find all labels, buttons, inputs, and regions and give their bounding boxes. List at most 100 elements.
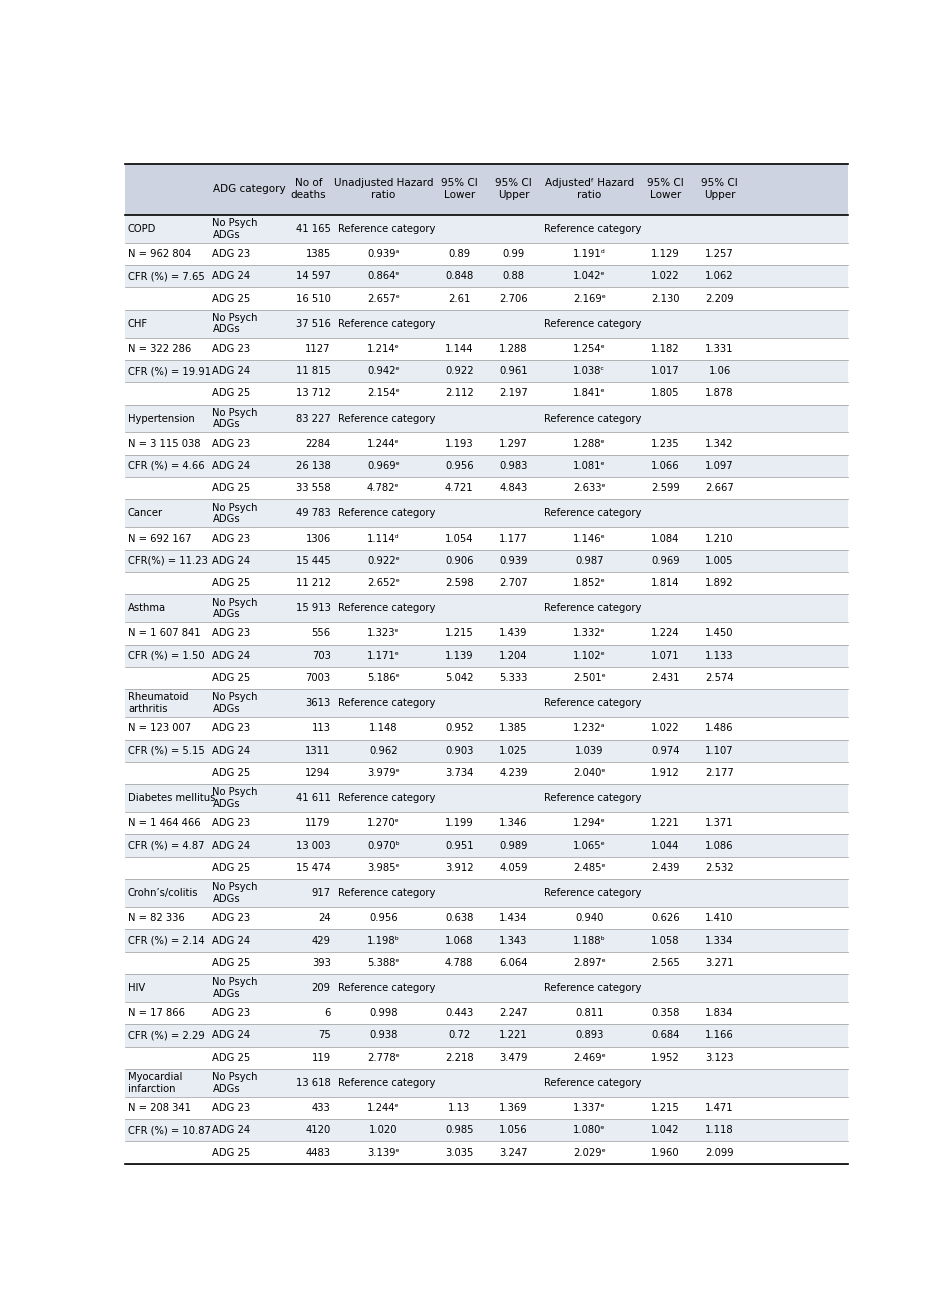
- Text: 0.811: 0.811: [575, 1008, 604, 1018]
- Text: 2.565: 2.565: [651, 958, 679, 968]
- Text: 0.970ᵇ: 0.970ᵇ: [367, 841, 400, 850]
- Text: 0.922ᵉ: 0.922ᵉ: [367, 556, 400, 565]
- Text: 1.042ᵉ: 1.042ᵉ: [573, 272, 605, 281]
- Text: CFR (%) = 2.14: CFR (%) = 2.14: [128, 935, 205, 946]
- Text: 1.952: 1.952: [651, 1052, 679, 1063]
- Text: 3.271: 3.271: [705, 958, 734, 968]
- Text: 0.962: 0.962: [369, 745, 398, 756]
- Text: HIV: HIV: [128, 983, 145, 993]
- Text: No Psych
ADGs: No Psych ADGs: [213, 882, 258, 904]
- Bar: [125, 812, 847, 834]
- Bar: [125, 718, 847, 740]
- Bar: [125, 1047, 847, 1069]
- Text: ADG 25: ADG 25: [213, 863, 251, 872]
- Text: 4.239: 4.239: [499, 768, 528, 778]
- Text: 2.469ᵉ: 2.469ᵉ: [573, 1052, 605, 1063]
- Text: ADG category: ADG category: [214, 184, 286, 194]
- Text: 41 611: 41 611: [296, 794, 330, 803]
- Text: 0.952: 0.952: [445, 723, 474, 733]
- Text: 1.270ᵉ: 1.270ᵉ: [367, 819, 400, 828]
- Text: 0.940: 0.940: [575, 913, 604, 924]
- Text: ADG 24: ADG 24: [213, 935, 251, 946]
- Text: 1.102ᵉ: 1.102ᵉ: [573, 651, 605, 661]
- Text: 0.951: 0.951: [445, 841, 474, 850]
- Text: 1.038ᶜ: 1.038ᶜ: [573, 366, 605, 377]
- Text: Diabetes mellitus: Diabetes mellitus: [128, 794, 215, 803]
- Text: 1.198ᵇ: 1.198ᵇ: [367, 935, 400, 946]
- Text: 393: 393: [312, 958, 330, 968]
- Text: 0.72: 0.72: [448, 1030, 471, 1040]
- Text: 3.123: 3.123: [705, 1052, 734, 1063]
- Text: 6.064: 6.064: [499, 958, 528, 968]
- Text: 2.61: 2.61: [448, 294, 471, 303]
- Bar: [125, 740, 847, 762]
- Text: 1.133: 1.133: [705, 651, 734, 661]
- Text: 0.939ᵃ: 0.939ᵃ: [367, 249, 400, 258]
- Text: 4.721: 4.721: [445, 483, 474, 493]
- Text: 1311: 1311: [306, 745, 330, 756]
- Text: 3613: 3613: [306, 698, 330, 708]
- Text: 83 227: 83 227: [296, 413, 330, 424]
- Text: 1.056: 1.056: [499, 1126, 528, 1135]
- Text: 2.652ᵉ: 2.652ᵉ: [367, 579, 400, 588]
- Text: 2.657ᵉ: 2.657ᵉ: [367, 294, 400, 303]
- Text: 1306: 1306: [306, 534, 330, 543]
- Text: 1.337ᵉ: 1.337ᵉ: [573, 1103, 605, 1113]
- Text: 0.942ᵉ: 0.942ᵉ: [367, 366, 400, 377]
- Text: 1294: 1294: [306, 768, 330, 778]
- Text: ADG 25: ADG 25: [213, 958, 251, 968]
- Text: 1.020: 1.020: [369, 1126, 398, 1135]
- Text: Hypertension: Hypertension: [128, 413, 195, 424]
- Text: 1.071: 1.071: [651, 651, 679, 661]
- Bar: [125, 572, 847, 594]
- Text: ADG 23: ADG 23: [213, 249, 251, 258]
- Text: 429: 429: [311, 935, 330, 946]
- Text: 33 558: 33 558: [296, 483, 330, 493]
- Text: Reference category: Reference category: [544, 604, 642, 613]
- Text: 2.598: 2.598: [445, 579, 474, 588]
- Text: 0.906: 0.906: [445, 556, 474, 565]
- Text: 1.166: 1.166: [705, 1030, 734, 1040]
- Text: N = 1 464 466: N = 1 464 466: [128, 819, 200, 828]
- Text: 14 597: 14 597: [296, 272, 330, 281]
- Text: 1.086: 1.086: [705, 841, 734, 850]
- Text: ADG 24: ADG 24: [213, 272, 251, 281]
- Bar: [125, 907, 847, 929]
- Text: 2.532: 2.532: [705, 863, 734, 872]
- Text: Cancer: Cancer: [128, 509, 163, 518]
- Text: 2.667: 2.667: [705, 483, 734, 493]
- Text: 3.979ᵉ: 3.979ᵉ: [367, 768, 400, 778]
- Text: 1.139: 1.139: [445, 651, 474, 661]
- Text: 0.983: 0.983: [499, 461, 528, 471]
- Text: 1.199: 1.199: [445, 819, 474, 828]
- Text: 1.332ᵉ: 1.332ᵉ: [573, 628, 605, 639]
- Text: 1.06: 1.06: [709, 366, 731, 377]
- Bar: [125, 287, 847, 310]
- Text: ADG 25: ADG 25: [213, 1052, 251, 1063]
- Text: Reference category: Reference category: [338, 509, 435, 518]
- Text: 2.706: 2.706: [499, 294, 528, 303]
- Text: 1.232ᵃ: 1.232ᵃ: [573, 723, 605, 733]
- Text: 1.054: 1.054: [445, 534, 474, 543]
- Text: 1.144: 1.144: [445, 344, 474, 354]
- Text: 3.247: 3.247: [499, 1148, 528, 1157]
- Text: 433: 433: [312, 1103, 330, 1113]
- Text: 1.960: 1.960: [651, 1148, 679, 1157]
- Text: 1.097: 1.097: [705, 461, 734, 471]
- Bar: [125, 666, 847, 689]
- Text: 5.042: 5.042: [445, 673, 474, 684]
- Text: 1.204: 1.204: [499, 651, 528, 661]
- Text: 1.912: 1.912: [651, 768, 679, 778]
- Text: 2.029ᵉ: 2.029ᵉ: [573, 1148, 605, 1157]
- Text: 2.501ᵉ: 2.501ᵉ: [573, 673, 605, 684]
- Text: 0.956: 0.956: [445, 461, 474, 471]
- Text: 0.939: 0.939: [499, 556, 528, 565]
- Bar: [125, 1141, 847, 1164]
- Text: ADG 24: ADG 24: [213, 556, 251, 565]
- Text: ADG 23: ADG 23: [213, 723, 251, 733]
- Text: N = 1 607 841: N = 1 607 841: [128, 628, 200, 639]
- Text: 11 212: 11 212: [296, 579, 330, 588]
- Text: 1.385: 1.385: [499, 723, 528, 733]
- Text: ADG 23: ADG 23: [213, 628, 251, 639]
- Text: Reference category: Reference category: [544, 224, 642, 234]
